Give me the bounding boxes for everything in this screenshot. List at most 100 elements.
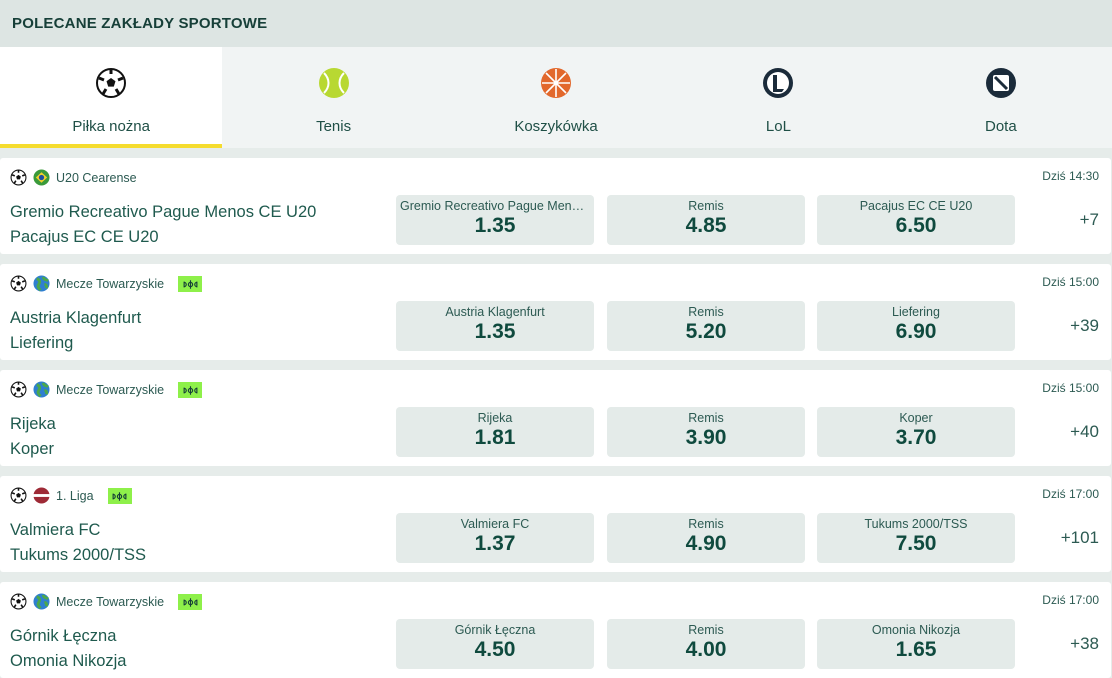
events-list: U20 Cearense Gremio Recreativo Pague Men… — [0, 148, 1112, 678]
odds-value: 3.90 — [685, 426, 727, 449]
soccer-ball-icon — [10, 381, 27, 398]
event-meta: Mecze Towarzyskie — [10, 593, 203, 610]
soccer-ball-icon — [10, 487, 27, 504]
odds-value: 6.90 — [895, 320, 937, 343]
odds-button[interactable]: Górnik Łęczna 4.50 — [396, 619, 594, 669]
league-name: Mecze Towarzyskie — [56, 594, 165, 609]
event-teams[interactable]: Rijeka Koper — [10, 412, 56, 462]
latvia-flag-icon — [33, 487, 50, 504]
odds-outcome: Rijeka — [477, 411, 513, 425]
more-markets-link[interactable]: +38 — [1070, 634, 1099, 653]
event-card[interactable]: Mecze Towarzyskie Górnik Łęczna Omonia Ni… — [0, 582, 1111, 678]
more-markets-link[interactable]: +39 — [1070, 316, 1099, 335]
tab-soccer-ball[interactable]: Piłka nożna — [0, 47, 223, 148]
event-meta: Mecze Towarzyskie — [10, 381, 203, 398]
odds-button[interactable]: Gremio Recreativo Pague Menos CE U201.35 — [396, 195, 594, 245]
soccer-ball-icon — [10, 275, 27, 292]
lol-icon — [762, 67, 794, 104]
event-time: Dziś 17:00 — [1042, 487, 1099, 501]
odds-button[interactable]: Liefering 6.90 — [817, 301, 1015, 351]
event-teams[interactable]: Górnik Łęczna Omonia Nikozja — [10, 624, 126, 674]
world-globe-icon — [33, 381, 50, 398]
away-team: Pacajus EC CE U20 — [10, 228, 159, 246]
odds-button[interactable]: Austria Klagenfurt 1.35 — [396, 301, 594, 351]
odds-value: 1.35 — [474, 214, 516, 237]
league-name: Mecze Towarzyskie — [56, 382, 165, 397]
away-team: Omonia Nikozja — [10, 652, 127, 670]
odds-value: 1.35 — [474, 320, 516, 343]
odds-outcome: Remis — [688, 623, 724, 637]
live-stream-icon — [178, 381, 203, 398]
sport-tabs: Piłka nożna Tenis Koszykówka LoL Dota — [0, 47, 1112, 148]
brazil-flag-icon — [33, 169, 50, 186]
odds-value: 5.20 — [685, 320, 727, 343]
home-team: Górnik Łęczna — [10, 627, 117, 645]
event-teams[interactable]: Valmiera FC Tukums 2000/TSS — [10, 518, 146, 568]
tab-tennis-ball[interactable]: Tenis — [222, 47, 444, 148]
tab-label: LoL — [765, 118, 791, 135]
odds-value: 6.50 — [895, 214, 937, 237]
tab-label: Piłka nożna — [72, 118, 150, 135]
soccer-ball-icon — [95, 67, 127, 104]
live-stream-icon — [178, 593, 203, 610]
tab-basketball[interactable]: Koszykówka — [445, 47, 667, 148]
event-card[interactable]: Mecze Towarzyskie Austria Klagenfurt Lief… — [0, 264, 1111, 360]
odds-outcome: Koper — [899, 411, 933, 425]
odds-outcome: Omonia Nikozja — [871, 623, 961, 637]
odds-value: 4.00 — [685, 638, 727, 661]
event-meta: Mecze Towarzyskie — [10, 275, 203, 292]
odds-button[interactable]: Remis 4.85 — [607, 195, 805, 245]
odds-value: 4.50 — [474, 638, 516, 661]
odds-value: 1.65 — [895, 638, 937, 661]
odds-button[interactable]: Valmiera FC 1.37 — [396, 513, 594, 563]
tab-dota[interactable]: Dota — [890, 47, 1112, 148]
more-markets-link[interactable]: +101 — [1060, 528, 1099, 547]
event-teams[interactable]: Austria Klagenfurt Liefering — [10, 306, 141, 356]
event-time: Dziś 17:00 — [1042, 593, 1099, 607]
section-header: POLECANE ZAKŁADY SPORTOWE — [0, 0, 1112, 47]
odds-value: 7.50 — [895, 532, 937, 555]
home-team: Gremio Recreativo Pague Menos CE U20 — [10, 203, 317, 221]
odds-button[interactable]: Remis 4.00 — [607, 619, 805, 669]
event-time: Dziś 15:00 — [1042, 381, 1099, 395]
tennis-ball-icon — [318, 67, 350, 104]
league-name: 1. Liga — [56, 488, 94, 503]
event-card[interactable]: U20 Cearense Gremio Recreativo Pague Men… — [0, 158, 1111, 254]
event-card[interactable]: Mecze Towarzyskie Rijeka Koper Dziś 15:00… — [0, 370, 1111, 466]
odds-value: 3.70 — [895, 426, 937, 449]
live-stream-icon — [107, 487, 132, 504]
odds-value: 4.85 — [685, 214, 727, 237]
live-stream-icon — [178, 275, 203, 292]
dota-icon — [985, 67, 1017, 104]
odds-value: 4.90 — [685, 532, 727, 555]
odds-outcome: Remis — [688, 305, 724, 319]
more-markets-link[interactable]: +7 — [1079, 210, 1099, 229]
odds-button[interactable]: Tukums 2000/TSS 7.50 — [817, 513, 1015, 563]
odds-button[interactable]: Pacajus EC CE U20 6.50 — [817, 195, 1015, 245]
event-teams[interactable]: Gremio Recreativo Pague Menos CE U20 Paca… — [10, 200, 316, 250]
odds-button[interactable]: Remis 3.90 — [607, 407, 805, 457]
tab-label: Tenis — [316, 118, 352, 135]
soccer-ball-icon — [10, 169, 27, 186]
soccer-ball-icon — [10, 593, 27, 610]
event-meta: U20 Cearense — [10, 169, 137, 186]
odds-button[interactable]: Remis 4.90 — [607, 513, 805, 563]
odds-outcome: Liefering — [892, 305, 940, 319]
odds-button[interactable]: Rijeka 1.81 — [396, 407, 594, 457]
odds-outcome: Górnik Łęczna — [454, 623, 536, 637]
odds-button[interactable]: Omonia Nikozja 1.65 — [817, 619, 1015, 669]
more-markets-link[interactable]: +40 — [1070, 422, 1099, 441]
away-team: Tukums 2000/TSS — [10, 546, 147, 564]
tab-label: Koszykówka — [514, 118, 598, 135]
home-team: Valmiera FC — [10, 521, 101, 539]
league-name: Mecze Towarzyskie — [56, 276, 165, 291]
odds-outcome: Valmiera FC — [460, 517, 530, 531]
odds-button[interactable]: Koper 3.70 — [817, 407, 1015, 457]
world-globe-icon — [33, 275, 50, 292]
tab-lol[interactable]: LoL — [667, 47, 889, 148]
odds-outcome: Gremio Recreativo Pague Menos CE U20 — [400, 199, 594, 213]
league-name: U20 Cearense — [56, 170, 137, 185]
odds-button[interactable]: Remis 5.20 — [607, 301, 805, 351]
odds-outcome: Remis — [688, 517, 724, 531]
event-card[interactable]: 1. Liga Valmiera FC Tukums 2000/TSS Dziś … — [0, 476, 1111, 572]
